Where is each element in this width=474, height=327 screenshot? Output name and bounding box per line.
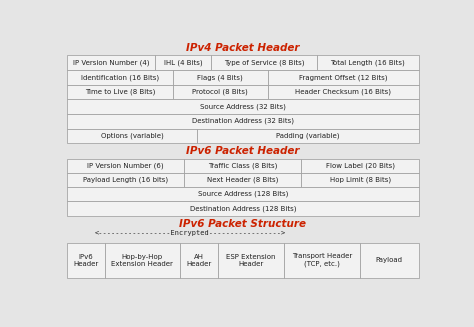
FancyBboxPatch shape — [284, 243, 360, 278]
FancyBboxPatch shape — [67, 129, 197, 143]
Text: Traffic Class (8 Bits): Traffic Class (8 Bits) — [208, 163, 277, 169]
FancyBboxPatch shape — [173, 70, 267, 85]
Text: <-----------------Encrypted----------------->: <-----------------Encrypted-------------… — [95, 230, 286, 236]
FancyBboxPatch shape — [67, 70, 173, 85]
Text: IP Version Number (4): IP Version Number (4) — [73, 60, 149, 66]
FancyBboxPatch shape — [267, 85, 419, 99]
Text: Padding (variable): Padding (variable) — [276, 133, 340, 139]
Text: Flow Label (20 Bits): Flow Label (20 Bits) — [326, 163, 394, 169]
Text: Total Length (16 Bits): Total Length (16 Bits) — [330, 60, 405, 66]
Text: Header Checksum (16 Bits): Header Checksum (16 Bits) — [295, 89, 391, 95]
FancyBboxPatch shape — [67, 243, 105, 278]
Text: IPv6
Header: IPv6 Header — [73, 254, 99, 267]
FancyBboxPatch shape — [184, 159, 301, 173]
FancyBboxPatch shape — [67, 99, 419, 114]
Text: IPv6 Packet Structure: IPv6 Packet Structure — [180, 219, 306, 229]
Text: Fragment Offset (12 Bits): Fragment Offset (12 Bits) — [299, 74, 387, 80]
Text: IPv4 Packet Header: IPv4 Packet Header — [186, 43, 300, 53]
FancyBboxPatch shape — [184, 173, 301, 187]
Text: IPv6 Packet Header: IPv6 Packet Header — [186, 146, 300, 156]
FancyBboxPatch shape — [180, 243, 218, 278]
FancyBboxPatch shape — [67, 114, 419, 129]
Text: Payload: Payload — [376, 257, 403, 263]
FancyBboxPatch shape — [317, 55, 419, 70]
FancyBboxPatch shape — [155, 55, 211, 70]
Text: Next Header (8 Bits): Next Header (8 Bits) — [207, 177, 278, 183]
FancyBboxPatch shape — [67, 159, 184, 173]
Text: Flags (4 Bits): Flags (4 Bits) — [197, 74, 243, 80]
Text: Payload Length (16 bits): Payload Length (16 bits) — [83, 177, 168, 183]
Text: Source Address (128 Bits): Source Address (128 Bits) — [198, 191, 288, 198]
Text: Hop-by-Hop
Extension Header: Hop-by-Hop Extension Header — [111, 254, 173, 267]
Text: Identification (16 Bits): Identification (16 Bits) — [81, 74, 159, 80]
Text: Type of Service (8 Bits): Type of Service (8 Bits) — [224, 60, 304, 66]
FancyBboxPatch shape — [105, 243, 180, 278]
Text: IHL (4 Bits): IHL (4 Bits) — [164, 60, 202, 66]
FancyBboxPatch shape — [173, 85, 267, 99]
FancyBboxPatch shape — [267, 70, 419, 85]
FancyBboxPatch shape — [67, 85, 173, 99]
FancyBboxPatch shape — [301, 173, 419, 187]
Text: Options (variable): Options (variable) — [100, 133, 164, 139]
Text: Transport Header
(TCP, etc.): Transport Header (TCP, etc.) — [292, 253, 352, 267]
Text: Hop Limit (8 Bits): Hop Limit (8 Bits) — [329, 177, 391, 183]
FancyBboxPatch shape — [67, 187, 419, 201]
FancyBboxPatch shape — [197, 129, 419, 143]
Text: ESP Extension
Header: ESP Extension Header — [226, 254, 276, 267]
FancyBboxPatch shape — [67, 55, 155, 70]
FancyBboxPatch shape — [301, 159, 419, 173]
FancyBboxPatch shape — [211, 55, 317, 70]
Text: Destination Address (128 Bits): Destination Address (128 Bits) — [190, 205, 296, 212]
Text: Protocol (8 Bits): Protocol (8 Bits) — [192, 89, 248, 95]
FancyBboxPatch shape — [218, 243, 284, 278]
Text: Source Address (32 Bits): Source Address (32 Bits) — [200, 103, 286, 110]
FancyBboxPatch shape — [67, 201, 419, 215]
FancyBboxPatch shape — [360, 243, 419, 278]
Text: Destination Address (32 Bits): Destination Address (32 Bits) — [192, 118, 294, 125]
Text: Time to Live (8 Bits): Time to Live (8 Bits) — [84, 89, 155, 95]
Text: IP Version Number (6): IP Version Number (6) — [87, 163, 164, 169]
FancyBboxPatch shape — [67, 173, 184, 187]
Text: AH
Header: AH Header — [186, 254, 211, 267]
